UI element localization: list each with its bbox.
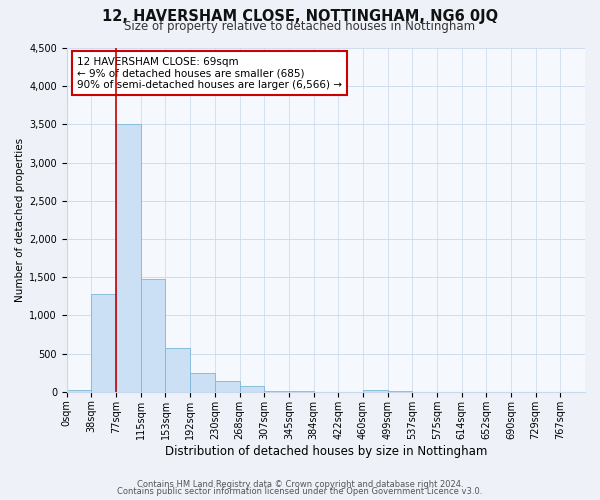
Bar bbox=[190, 374, 215, 392]
X-axis label: Distribution of detached houses by size in Nottingham: Distribution of detached houses by size … bbox=[164, 444, 487, 458]
Bar bbox=[239, 386, 264, 392]
Bar bbox=[264, 390, 289, 392]
Text: 12, HAVERSHAM CLOSE, NOTTINGHAM, NG6 0JQ: 12, HAVERSHAM CLOSE, NOTTINGHAM, NG6 0JQ bbox=[102, 9, 498, 24]
Text: Contains HM Land Registry data © Crown copyright and database right 2024.: Contains HM Land Registry data © Crown c… bbox=[137, 480, 463, 489]
Y-axis label: Number of detached properties: Number of detached properties bbox=[15, 138, 25, 302]
Bar bbox=[67, 390, 91, 392]
Text: Size of property relative to detached houses in Nottingham: Size of property relative to detached ho… bbox=[124, 20, 476, 33]
Text: Contains public sector information licensed under the Open Government Licence v3: Contains public sector information licen… bbox=[118, 487, 482, 496]
Bar bbox=[116, 124, 141, 392]
Bar bbox=[166, 348, 190, 392]
Bar bbox=[141, 280, 166, 392]
Bar bbox=[363, 390, 388, 392]
Bar bbox=[91, 294, 116, 392]
Bar bbox=[215, 381, 239, 392]
Text: 12 HAVERSHAM CLOSE: 69sqm
← 9% of detached houses are smaller (685)
90% of semi-: 12 HAVERSHAM CLOSE: 69sqm ← 9% of detach… bbox=[77, 56, 342, 90]
